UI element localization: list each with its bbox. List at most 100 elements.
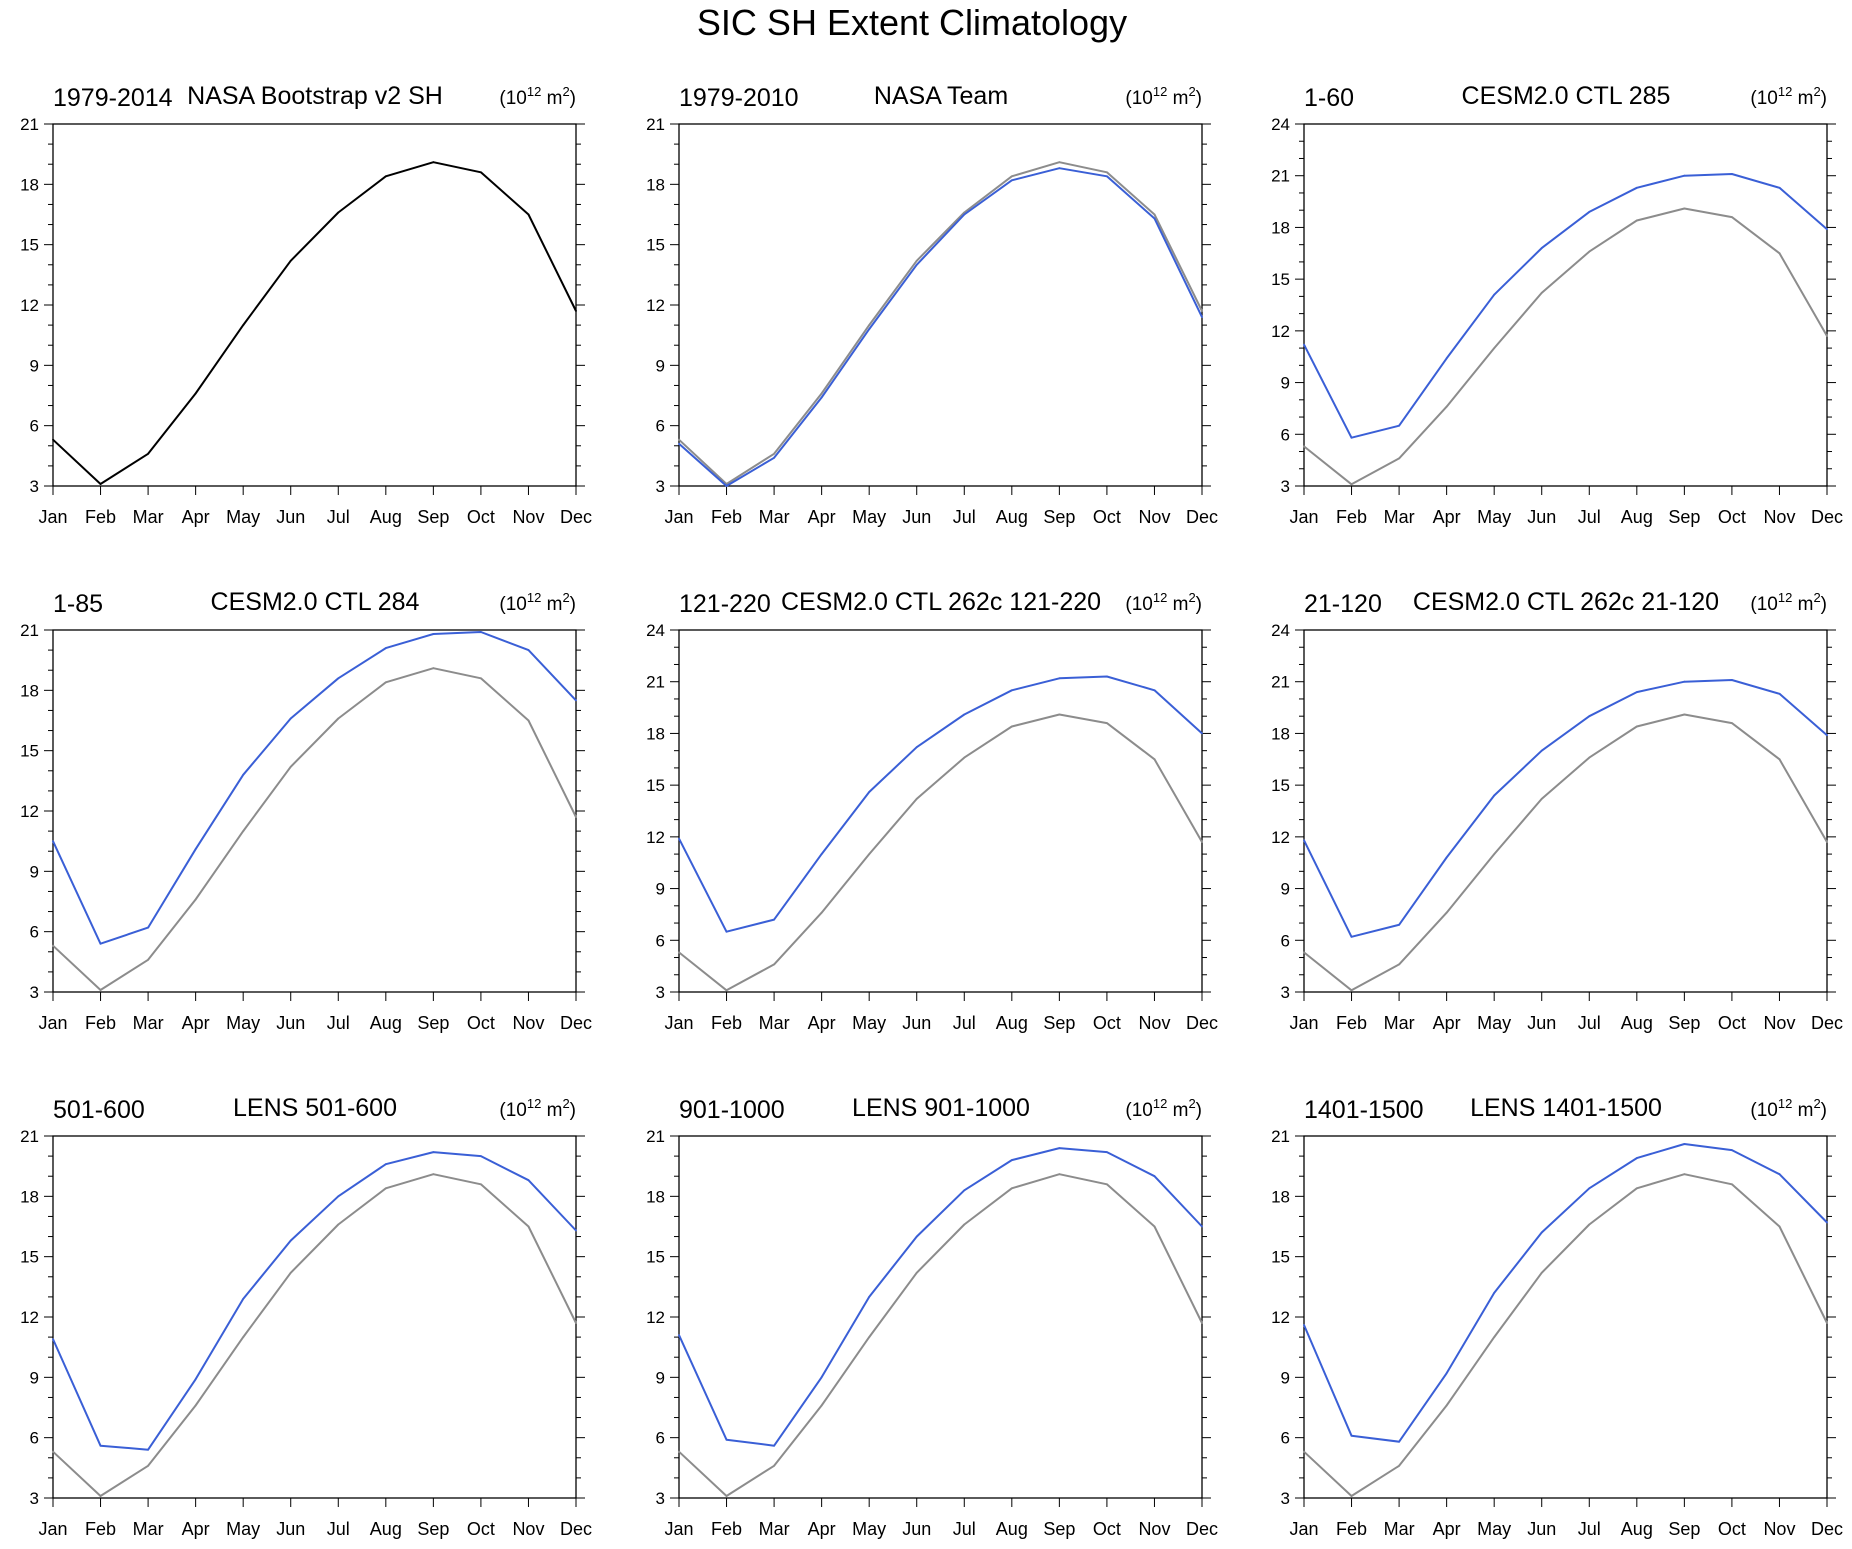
- x-tick-label: Apr: [1433, 1013, 1461, 1033]
- data-point-model: [1731, 173, 1733, 175]
- x-tick-label: Nov: [1138, 1013, 1170, 1033]
- data-point-model: [725, 485, 728, 487]
- data-point-ref: [575, 816, 577, 818]
- data-point-ref: [1635, 725, 1638, 728]
- data-point-ref: [480, 1183, 482, 1186]
- data-point-ref: [1540, 292, 1543, 294]
- y-tick-label: 9: [30, 862, 39, 881]
- chart-panel-5: 3 6 9 12 15 18 21 24 Jan Feb Mar Apr May Jun Jul Aug Sep…: [646, 588, 1218, 1033]
- chart-panel-8: 3 6 9 12 15 18 21 Jan Feb Mar Apr May Jun Jul Aug Sep Oc…: [646, 1094, 1218, 1539]
- x-tick-label: Jun: [902, 1519, 931, 1539]
- series-line-ref: [678, 1173, 1203, 1497]
- data-point-ref: [1106, 171, 1108, 174]
- y-tick-label: 9: [1281, 1368, 1290, 1387]
- panel-left-label: 21-120: [1304, 590, 1382, 618]
- data-point-ref: [575, 1322, 577, 1324]
- x-tick-label: Aug: [1621, 1013, 1653, 1033]
- panel-left-label: 1979-2014: [53, 84, 173, 112]
- data-point-ref: [1201, 310, 1203, 312]
- panel-left-label: 1-60: [1304, 84, 1354, 112]
- y-tick-label: 12: [646, 828, 665, 847]
- data-point-ref: [868, 324, 871, 326]
- data-point-ref: [1201, 1322, 1203, 1324]
- data-point-ref: [384, 1187, 387, 1190]
- data-point-model: [868, 791, 871, 793]
- data-point-model: [432, 633, 435, 635]
- data-point-ref: [1683, 713, 1686, 716]
- panel-title: CESM2.0 CTL 284: [211, 588, 420, 616]
- data-point-ref: [432, 667, 435, 670]
- data-point-obs: [242, 324, 245, 326]
- data-point-model: [1540, 749, 1543, 752]
- y-tick-label: 9: [1281, 374, 1290, 393]
- data-point-ref: [1826, 1322, 1828, 1324]
- y-tick-label: 9: [656, 1368, 665, 1387]
- x-tick-label: Sep: [417, 507, 449, 527]
- y-tick-label: 12: [1271, 1308, 1290, 1327]
- y-tick-label: 9: [1281, 880, 1290, 899]
- x-tick-label: Oct: [1718, 1013, 1746, 1033]
- data-point-model: [1153, 1175, 1156, 1178]
- data-point-model: [1106, 675, 1108, 678]
- y-tick-label: 18: [20, 681, 39, 700]
- x-tick-label: Nov: [1763, 507, 1795, 527]
- data-point-ref: [725, 1495, 728, 1497]
- y-tick-label: 18: [20, 175, 39, 194]
- y-tick-label: 15: [20, 236, 39, 255]
- data-point-ref: [1588, 756, 1591, 759]
- data-point-obs: [99, 483, 102, 485]
- data-point-obs: [337, 211, 340, 214]
- x-tick-label: Oct: [1093, 507, 1121, 527]
- series-line-model: [52, 631, 577, 945]
- data-point-model: [1303, 839, 1305, 842]
- data-point-model: [868, 328, 871, 330]
- x-tick-label: Feb: [1336, 507, 1367, 527]
- data-point-ref: [194, 898, 197, 901]
- data-point-ref: [289, 1271, 292, 1274]
- y-tick-label: 12: [646, 1308, 665, 1327]
- data-point-ref: [1398, 963, 1400, 966]
- y-tick-label: 12: [20, 802, 39, 821]
- data-point-ref: [1731, 722, 1733, 724]
- chart-panel-6: 3 6 9 12 15 18 21 24 Jan Feb Mar Apr May Jun Jul Aug Sep…: [1271, 588, 1843, 1033]
- x-tick-label: Jul: [1578, 1519, 1601, 1539]
- data-point-model: [725, 1438, 728, 1441]
- data-point-model: [1683, 174, 1686, 177]
- data-point-model: [1153, 217, 1156, 220]
- data-point-ref: [527, 719, 530, 722]
- data-point-model: [1058, 1147, 1061, 1149]
- x-tick-label: Jun: [1527, 1013, 1556, 1033]
- x-tick-label: Jul: [953, 507, 976, 527]
- x-tick-label: Jan: [664, 1519, 693, 1539]
- y-tick-label: 18: [1271, 218, 1290, 237]
- data-point-model: [1398, 424, 1400, 427]
- data-point-model: [1106, 175, 1108, 178]
- x-tick-label: Jun: [1527, 507, 1556, 527]
- data-point-ref: [1540, 798, 1543, 800]
- data-point-model: [1493, 1292, 1496, 1294]
- x-tick-label: Oct: [467, 507, 495, 527]
- data-point-ref: [678, 951, 680, 954]
- data-point-model: [480, 631, 482, 633]
- x-tick-label: Oct: [1718, 507, 1746, 527]
- y-tick-label: 6: [656, 417, 665, 436]
- x-tick-label: Jun: [276, 1519, 305, 1539]
- series-line-model: [678, 1147, 1203, 1447]
- data-point-ref: [432, 1173, 435, 1176]
- data-point-ref: [1635, 1187, 1638, 1190]
- series-line-ref: [1303, 1173, 1828, 1497]
- data-point-model: [725, 930, 728, 933]
- data-point-model: [1635, 691, 1638, 693]
- x-tick-label: Sep: [417, 1519, 449, 1539]
- plot-frame: [678, 123, 1203, 487]
- data-point-model: [1010, 179, 1013, 182]
- data-point-model: [480, 1155, 482, 1157]
- data-point-ref: [289, 765, 292, 768]
- data-point-ref: [820, 1404, 823, 1407]
- data-point-model: [1683, 680, 1686, 683]
- plot-frame: [678, 629, 1203, 993]
- data-point-model: [915, 263, 918, 266]
- data-point-model: [915, 746, 918, 749]
- data-point-ref: [963, 756, 966, 759]
- series-line-model: [1303, 679, 1828, 938]
